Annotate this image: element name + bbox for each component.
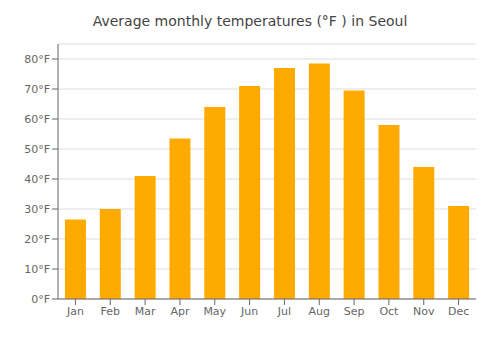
svg-text:Sep: Sep <box>344 305 365 318</box>
svg-text:Feb: Feb <box>101 305 120 318</box>
svg-text:Aug: Aug <box>309 305 330 318</box>
svg-text:Dec: Dec <box>448 305 469 318</box>
svg-text:30°F: 30°F <box>24 203 50 216</box>
svg-text:Jun: Jun <box>240 305 258 318</box>
svg-text:20°F: 20°F <box>24 233 50 246</box>
svg-text:80°F: 80°F <box>24 53 50 66</box>
svg-text:50°F: 50°F <box>24 143 50 156</box>
svg-text:Nov: Nov <box>413 305 435 318</box>
svg-text:10°F: 10°F <box>24 263 50 276</box>
svg-text:70°F: 70°F <box>24 83 50 96</box>
svg-text:60°F: 60°F <box>24 113 50 126</box>
svg-text:0°F: 0°F <box>31 293 50 306</box>
svg-text:Oct: Oct <box>379 305 399 318</box>
svg-text:Mar: Mar <box>135 305 156 318</box>
svg-text:Apr: Apr <box>170 305 190 318</box>
svg-text:May: May <box>203 305 226 318</box>
svg-text:Jul: Jul <box>277 305 291 318</box>
svg-text:Jan: Jan <box>66 305 84 318</box>
html-text:Average monthly temperatures (: Average monthly temperatures (°F ) in Se… <box>92 13 408 29</box>
svg-text:40°F: 40°F <box>24 173 50 186</box>
